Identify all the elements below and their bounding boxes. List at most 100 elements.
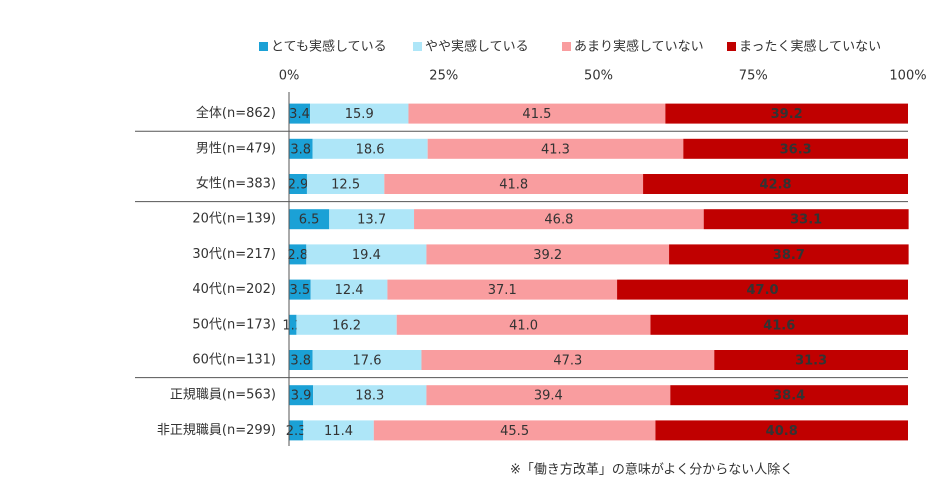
bar-segment — [289, 244, 307, 265]
bar-segment — [714, 350, 908, 370]
bar-segment — [296, 314, 397, 335]
data-label: 2.3 — [286, 424, 307, 439]
category-label: 50代(n=173) — [192, 317, 276, 332]
bar-segment — [306, 244, 427, 265]
note: ※「働き方改革」の意味がよく分からない人除く — [510, 462, 793, 478]
bar-segment — [303, 420, 374, 441]
data-label: 16.2 — [332, 318, 361, 333]
legend-label: あまり実感していない — [574, 39, 704, 55]
x-tick-label: 0% — [279, 69, 300, 84]
data-label: 15.9 — [345, 107, 374, 122]
data-label: 3.5 — [289, 283, 310, 298]
data-label: 6.5 — [299, 213, 320, 228]
bar-segment — [306, 174, 385, 194]
data-label: 39.4 — [534, 389, 563, 404]
data-label: 47.0 — [746, 283, 778, 298]
data-label: 41.5 — [522, 107, 551, 122]
category-label: 女性(n=383) — [196, 176, 276, 192]
bar-segment — [408, 103, 666, 124]
bar-segment — [650, 314, 908, 335]
x-tick-label: 100% — [889, 69, 926, 84]
data-label: 41.3 — [541, 142, 570, 157]
data-label: 3.9 — [291, 389, 312, 404]
bar-segment — [617, 279, 908, 300]
data-label: 41.0 — [509, 318, 538, 333]
bar-segment — [655, 420, 908, 441]
data-label: 3.4 — [289, 107, 310, 122]
data-label: 36.3 — [780, 142, 812, 157]
bar-segment — [643, 174, 908, 194]
x-tick-label: 75% — [739, 69, 768, 84]
bar-segment — [289, 103, 311, 124]
bar-segment — [426, 385, 671, 406]
bar-segment — [421, 350, 715, 370]
data-label: 12.4 — [335, 283, 364, 298]
data-label: 12.5 — [331, 178, 360, 193]
bar-segment — [683, 138, 908, 159]
x-tick-label: 25% — [429, 69, 458, 84]
legend-label: とても実感している — [271, 39, 387, 55]
legend-swatch — [413, 42, 422, 51]
category-label: 正規職員(n=563) — [170, 388, 276, 403]
legend-label: まったく実感していない — [739, 39, 881, 55]
legend-swatch — [727, 42, 736, 51]
category-label: 全体(n=862) — [196, 105, 276, 121]
legend-label: やや実感している — [425, 39, 529, 55]
bar-segment — [396, 314, 651, 335]
data-label: 3.8 — [290, 354, 311, 369]
bar-segment — [289, 350, 313, 370]
data-label: 33.1 — [790, 213, 822, 228]
data-label: 41.6 — [763, 318, 795, 333]
bar-segment — [313, 385, 427, 406]
bar-segment — [373, 420, 656, 441]
bar-segment — [427, 138, 684, 159]
bar-segment — [426, 244, 670, 265]
bar-segment — [665, 103, 908, 124]
data-label: 41.8 — [499, 178, 528, 193]
bar-segment — [414, 209, 704, 230]
bar-segment — [387, 279, 618, 300]
category-label: 60代(n=131) — [192, 353, 276, 368]
bar-segment — [310, 279, 388, 300]
bar-segment — [329, 209, 415, 230]
bar-segment — [289, 138, 313, 159]
category-label: 20代(n=139) — [192, 212, 276, 227]
bar-segment — [310, 103, 409, 124]
data-label: 38.7 — [773, 248, 805, 263]
data-label: 45.5 — [500, 424, 529, 439]
data-label: 42.8 — [759, 178, 791, 193]
bar-segment — [670, 385, 908, 406]
data-label: 19.4 — [352, 248, 381, 263]
bar-segment — [669, 244, 909, 265]
data-label: 46.8 — [544, 213, 573, 228]
x-tick-label: 50% — [584, 69, 613, 84]
data-label: 38.4 — [773, 389, 805, 404]
data-label: 39.2 — [533, 248, 562, 263]
bar-segment — [289, 314, 297, 335]
bar-segment — [289, 279, 311, 300]
category-label: 男性(n=479) — [196, 141, 276, 156]
data-label: 2.8 — [287, 248, 308, 263]
bar-segment — [703, 209, 909, 230]
category-label: 40代(n=202) — [192, 282, 276, 297]
bar-segment — [289, 209, 330, 230]
legend-swatch — [562, 42, 571, 51]
bar-segment — [289, 420, 304, 441]
category-label: 非正規職員(n=299) — [157, 423, 276, 438]
legend-swatch — [259, 42, 268, 51]
data-label: 18.6 — [356, 142, 385, 157]
bar-segment — [289, 174, 307, 194]
data-label: 18.3 — [355, 389, 384, 404]
data-label: 39.2 — [771, 107, 803, 122]
data-label: 11.4 — [324, 424, 353, 439]
bar-segment — [289, 385, 314, 406]
bar-segment — [312, 138, 428, 159]
data-label: 37.1 — [488, 283, 517, 298]
bar-segment — [384, 174, 644, 194]
data-label: 40.8 — [766, 424, 798, 439]
category-label: 30代(n=217) — [192, 247, 276, 262]
bar-segment — [312, 350, 422, 370]
data-label: 3.8 — [290, 142, 311, 157]
data-label: 31.3 — [795, 354, 827, 369]
